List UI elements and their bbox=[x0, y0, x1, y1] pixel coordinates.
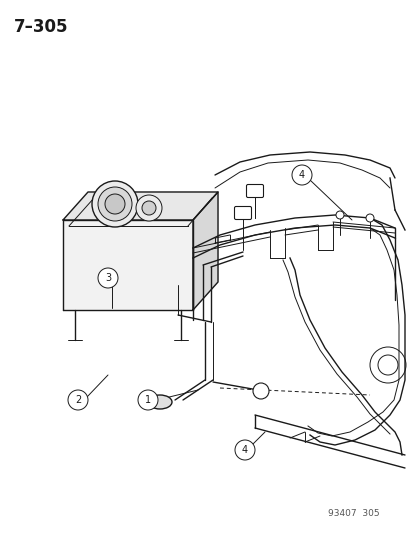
Text: 93407  305: 93407 305 bbox=[328, 509, 379, 518]
Ellipse shape bbox=[147, 395, 171, 409]
Circle shape bbox=[98, 268, 118, 288]
FancyBboxPatch shape bbox=[246, 184, 263, 198]
Polygon shape bbox=[63, 220, 192, 310]
Circle shape bbox=[291, 165, 311, 185]
Circle shape bbox=[142, 201, 156, 215]
Text: 2: 2 bbox=[75, 395, 81, 405]
Text: 7–305: 7–305 bbox=[14, 18, 68, 36]
FancyBboxPatch shape bbox=[234, 206, 251, 220]
Polygon shape bbox=[192, 192, 218, 310]
Circle shape bbox=[68, 390, 88, 410]
Circle shape bbox=[252, 383, 268, 399]
Polygon shape bbox=[63, 192, 218, 220]
Text: 4: 4 bbox=[298, 170, 304, 180]
Text: 1: 1 bbox=[145, 395, 151, 405]
Circle shape bbox=[92, 181, 138, 227]
Circle shape bbox=[138, 390, 158, 410]
Circle shape bbox=[365, 214, 373, 222]
Text: 4: 4 bbox=[241, 445, 247, 455]
Circle shape bbox=[235, 440, 254, 460]
Text: 3: 3 bbox=[104, 273, 111, 283]
Circle shape bbox=[105, 194, 125, 214]
Circle shape bbox=[136, 195, 161, 221]
Circle shape bbox=[98, 187, 132, 221]
Circle shape bbox=[335, 211, 343, 219]
